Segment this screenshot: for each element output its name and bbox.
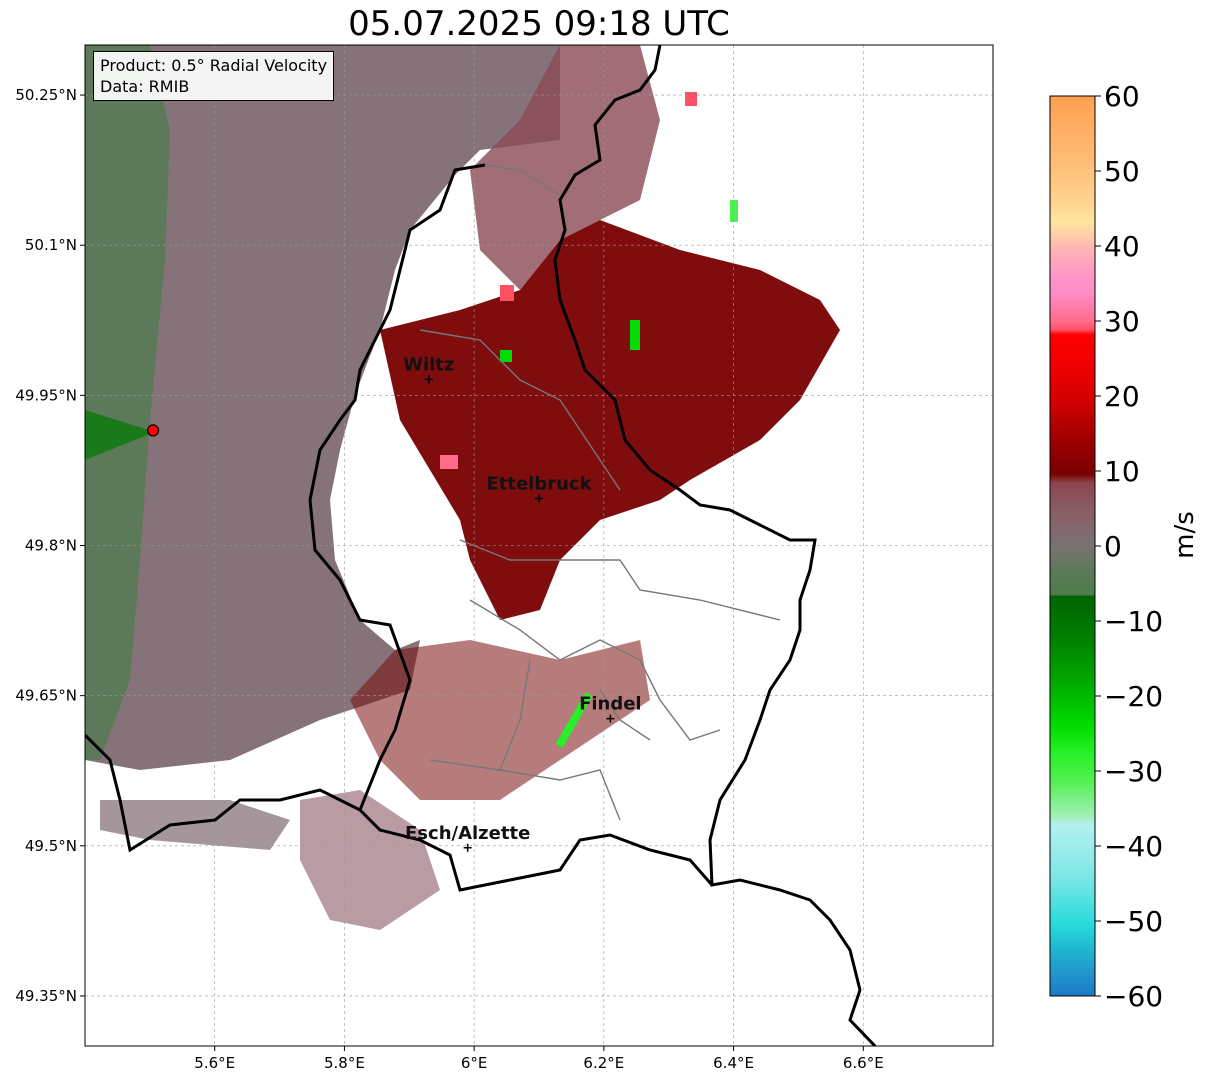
lon-tick-label: 5.6°E [194,1054,235,1072]
echo-mauve-field [85,45,560,770]
echo-brown-field [470,45,660,290]
border-germany [553,45,877,1046]
echo-green-cell [730,200,738,222]
colorbar-tick-label: 40 [1104,230,1140,263]
colorbar-tick-label: 20 [1104,380,1140,413]
city-marker [463,843,472,852]
lon-tick-label: 6°E [461,1054,488,1072]
product-label: Product: 0.5° Radial Velocity [100,56,328,75]
city-marker [424,375,433,384]
info-box: Product: 0.5° Radial Velocity Data: RMIB [93,51,335,101]
lon-tick-label: 6.2°E [583,1054,624,1072]
colorbar-tick-label: 60 [1104,80,1140,113]
colorbar-tick-label: 10 [1104,455,1140,488]
echo-darkred-field [380,220,840,620]
lon-tick-label: 5.8°E [324,1054,365,1072]
lat-tick-label: 49.35°N [15,987,77,1005]
colorbar-tick-labels: 60 50 40 30 20 10 0 −10 −20 −30 −40 −50 −60 [1095,80,1163,1013]
echo-green-cell [555,692,593,748]
colorbar-unit-label: m/s [1170,511,1200,559]
colorbar-tick-label: 0 [1104,530,1122,563]
echo-green-cell [630,320,640,350]
lat-tick-label: 50.25°N [15,86,77,104]
city-label: Findel [579,694,642,715]
echo-south-cells [350,640,650,800]
lon-tick-label: 6.6°E [843,1054,884,1072]
latitude-tick-labels: 50.25°N 50.1°N 49.95°N 49.8°N 49.65°N 49.5°N 4… [15,86,85,1005]
echo-pink-cell [440,455,458,469]
map-title: 05.07.2025 09:18 UTC [348,4,730,44]
colorbar [1049,95,1096,997]
lon-tick-label: 6.4°E [713,1054,754,1072]
border-france [85,733,714,892]
echo-clutter [85,410,155,460]
city-marker [535,494,543,503]
colorbar-tick-label: 50 [1104,155,1140,188]
borders [85,45,877,1046]
radar-site-marker [147,424,160,437]
colorbar-tick-label: 30 [1104,305,1140,338]
city-labels: Wiltz Ettelbruck Findel Esch/Alzette [403,354,642,852]
colorbar-tick-label: −30 [1104,755,1163,788]
city-label: Esch/Alzette [405,823,530,844]
lat-tick-label: 49.65°N [15,687,77,705]
echo-pink-cell [500,285,514,301]
colorbar-tick-label: −60 [1104,980,1163,1013]
colorbar-tick-label: −10 [1104,605,1163,638]
radar-echoes [85,45,840,930]
echo-green-cell [500,350,512,362]
lat-tick-label: 49.95°N [15,386,77,404]
echo-pink-cell [685,92,697,106]
border-belgium [308,163,486,811]
district-borders [419,164,781,821]
lat-tick-label: 49.5°N [25,837,77,855]
echo-green-field [85,45,170,760]
colorbar-tick-label: −20 [1104,680,1163,713]
lat-tick-label: 49.8°N [25,537,77,555]
colorbar-tick-label: −50 [1104,905,1163,938]
city-marker [606,714,615,723]
longitude-tick-labels: 5.6°E 5.8°E 6°E 6.2°E 6.4°E 6.6°E [194,1046,884,1072]
lat-tick-label: 50.1°N [25,236,77,254]
colorbar-tick-label: −40 [1104,830,1163,863]
echo-southwest-cells [300,790,440,930]
data-source-label: Data: RMIB [100,77,190,96]
city-label: Ettelbruck [486,473,592,494]
city-label: Wiltz [403,354,454,375]
